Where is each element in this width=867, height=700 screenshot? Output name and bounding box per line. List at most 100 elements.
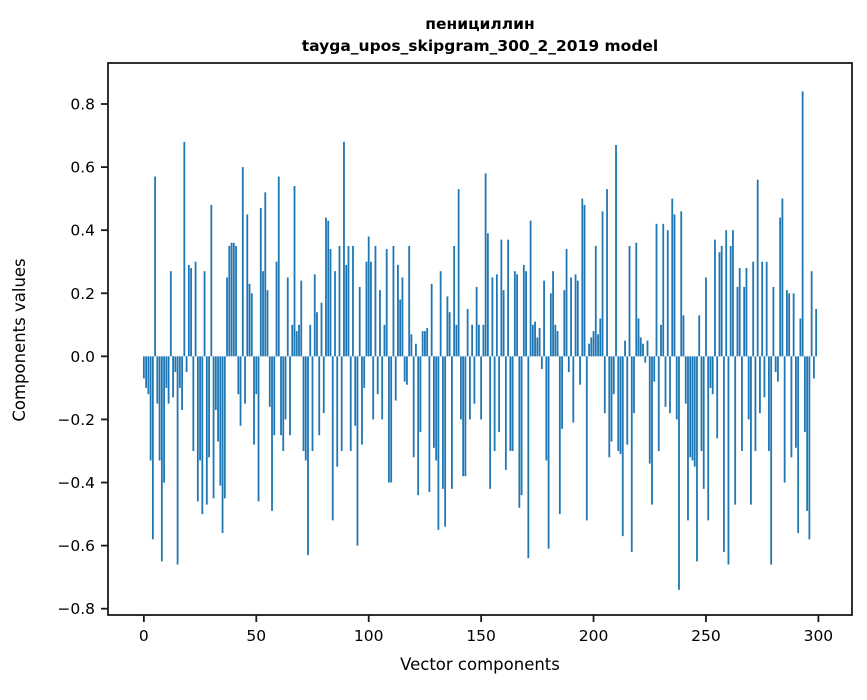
x-tick-label: 200 [579, 627, 609, 645]
bar [174, 356, 177, 373]
bar [612, 356, 615, 395]
bar [498, 356, 501, 433]
bar [403, 356, 406, 382]
plot-spines [107, 62, 853, 616]
bar [617, 356, 620, 451]
bar [635, 242, 638, 357]
bar [756, 179, 759, 357]
bar [752, 261, 755, 357]
bar [282, 356, 285, 451]
bar [491, 277, 494, 357]
bar [475, 286, 478, 357]
bar [795, 356, 797, 448]
bar [313, 274, 316, 357]
bar [675, 356, 678, 420]
bar [435, 356, 438, 461]
bar [554, 324, 557, 357]
bar [507, 239, 510, 357]
bar [655, 223, 658, 357]
bar [797, 356, 800, 533]
bar [671, 198, 674, 357]
bar [271, 356, 273, 511]
bar [680, 211, 683, 357]
bar [765, 261, 768, 357]
bar [502, 290, 505, 357]
bar [237, 356, 240, 395]
y-tick-label: −0.6 [57, 537, 95, 555]
bar [673, 214, 676, 357]
bar [183, 141, 186, 357]
bar [383, 324, 386, 357]
bar [370, 261, 372, 357]
bar [588, 343, 590, 357]
bar [430, 283, 433, 357]
bar [642, 343, 644, 357]
bar [397, 264, 399, 357]
bar [390, 356, 393, 483]
bar [608, 356, 611, 458]
bar [277, 176, 280, 357]
bar [583, 204, 586, 357]
bar [509, 356, 512, 451]
bar [648, 356, 651, 464]
y-tick-label: 0.6 [70, 159, 95, 177]
bar [466, 309, 469, 357]
x-tick-label: 150 [466, 627, 496, 645]
bar [379, 290, 381, 357]
bar [221, 356, 224, 533]
bar [199, 356, 201, 461]
bar [745, 268, 748, 357]
bar [741, 356, 743, 451]
bar [433, 356, 435, 448]
bar [259, 208, 262, 357]
bar [500, 239, 503, 357]
bar [293, 186, 296, 357]
bar [318, 356, 321, 436]
bar [705, 277, 707, 357]
bar [489, 356, 492, 489]
y-tick-label: −0.8 [57, 600, 95, 618]
bar [736, 286, 739, 357]
bar [534, 321, 536, 357]
bar [307, 356, 309, 556]
bar [217, 356, 219, 442]
x-tick-label: 250 [691, 627, 721, 645]
bar [230, 242, 233, 357]
bar [486, 233, 489, 357]
y-tick-label: 0.2 [70, 285, 95, 303]
bar [408, 245, 411, 357]
bar [615, 145, 617, 357]
bar [772, 286, 775, 357]
bar [392, 245, 395, 357]
bar [709, 356, 712, 388]
bar [592, 331, 595, 357]
bar [774, 356, 777, 373]
bar [406, 356, 408, 385]
bar [660, 324, 662, 357]
bar [286, 277, 289, 357]
bar [732, 230, 734, 357]
bar [637, 318, 640, 357]
bar [471, 324, 474, 357]
bar [248, 283, 251, 357]
bar [266, 290, 269, 357]
bar [572, 356, 575, 423]
bar [657, 356, 660, 451]
bar [590, 337, 593, 357]
bar [178, 356, 181, 388]
bar [565, 249, 568, 357]
bar [273, 356, 276, 436]
bar [687, 356, 689, 521]
bar [316, 312, 318, 357]
bar [424, 331, 426, 357]
bar [239, 356, 242, 426]
axis-tick-labels: 0 50 100 150 200 250 300 −0.8 −0.6 −0.4 −0.2 0.0 0.2… [57, 96, 833, 645]
bar [208, 356, 210, 458]
bar [442, 356, 444, 489]
bar [790, 356, 793, 458]
bar [331, 356, 334, 521]
bar [235, 245, 237, 357]
bar [394, 356, 397, 401]
bar [594, 245, 597, 357]
bar [723, 356, 725, 552]
